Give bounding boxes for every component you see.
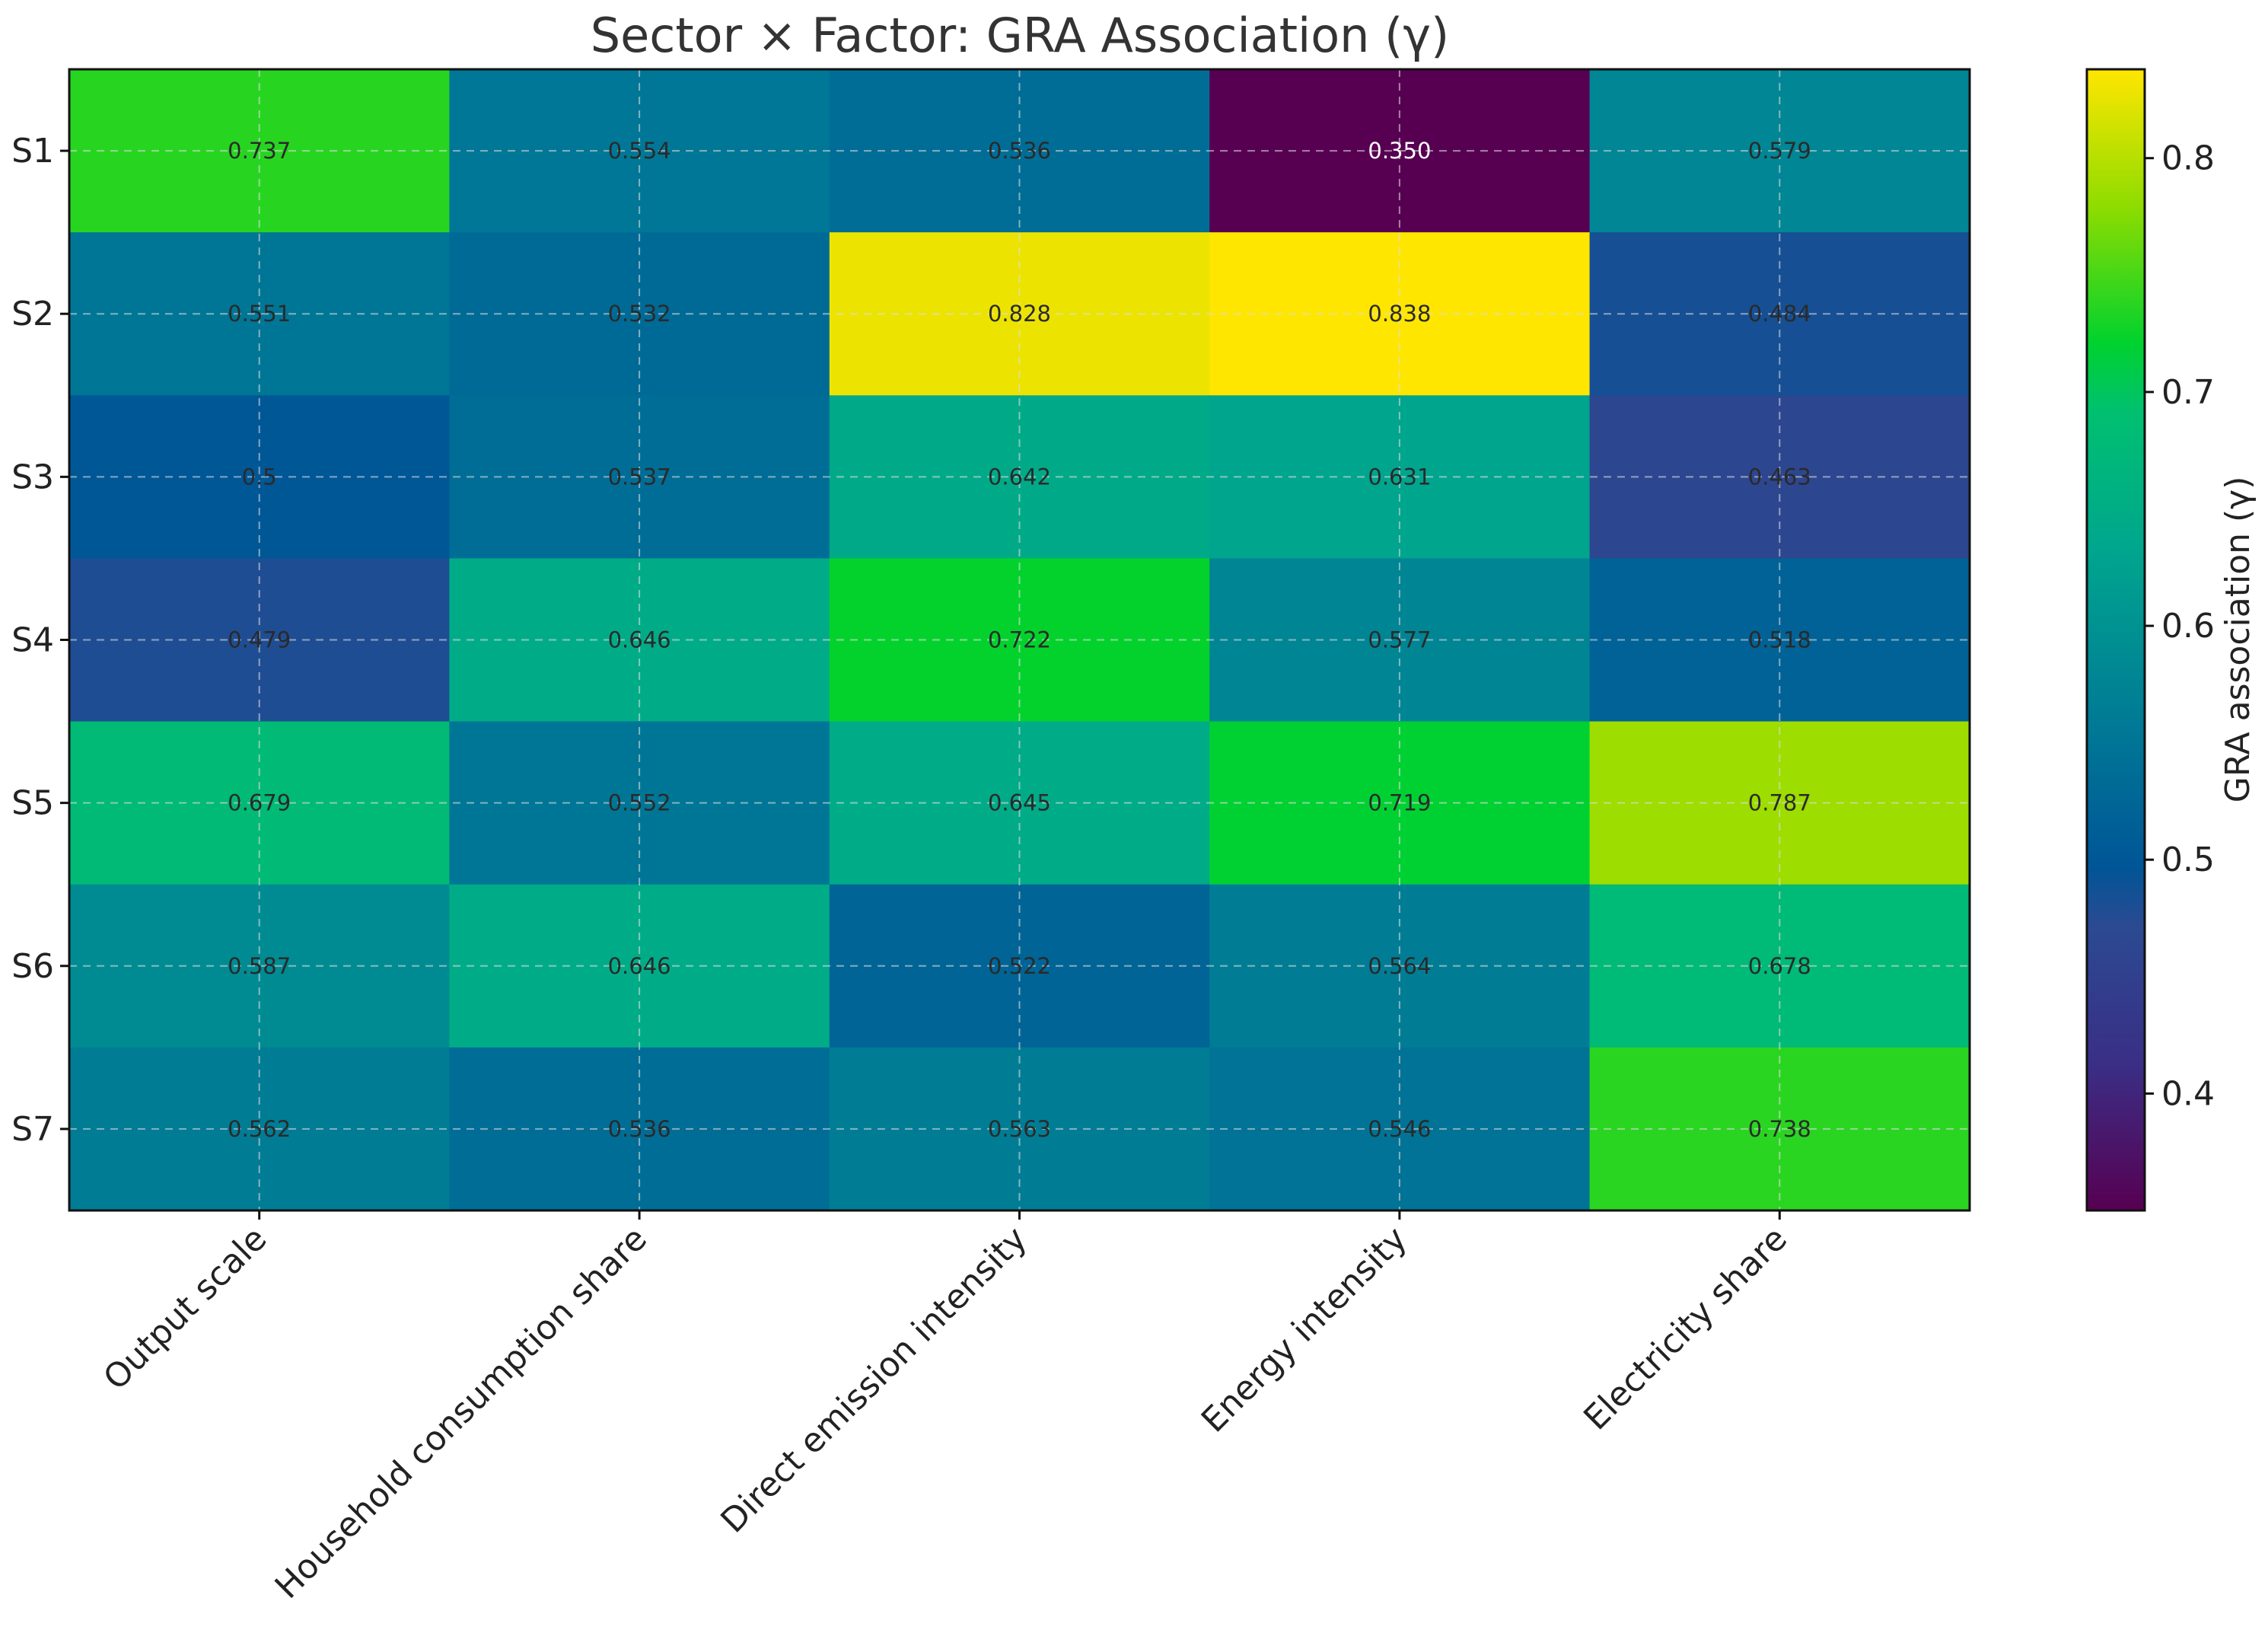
cell-value-label: 0.562 bbox=[228, 1116, 291, 1142]
cell-value-label: 0.554 bbox=[608, 138, 671, 164]
colorbar-tick-label: 0.8 bbox=[2161, 139, 2215, 178]
cell-labels: 0.737 0.554 0.536 0.350 0.579 0.551 0.532 0.828… bbox=[228, 138, 1811, 1142]
cell-value-label: 0.546 bbox=[1368, 1116, 1431, 1142]
y-tick-label: S2 bbox=[11, 295, 54, 333]
colorbar bbox=[2085, 68, 2146, 1212]
cell-value-label: 0.646 bbox=[608, 953, 671, 979]
y-tick-label: S7 bbox=[11, 1110, 54, 1149]
x-tick-label: Output scale bbox=[96, 1220, 274, 1398]
colorbar-tick-label: 0.7 bbox=[2161, 373, 2215, 412]
cell-value-label: 0.484 bbox=[1748, 301, 1811, 327]
cell-value-label: 0.564 bbox=[1368, 953, 1431, 979]
x-tick-label: Direct emission intensity bbox=[713, 1220, 1034, 1541]
x-tick-label: Household consumption share bbox=[268, 1220, 655, 1606]
y-tick-label: S5 bbox=[11, 784, 54, 823]
cell-value-label: 0.552 bbox=[608, 790, 671, 816]
colorbar-tick-label: 0.6 bbox=[2161, 607, 2215, 646]
y-tick-label: S3 bbox=[11, 458, 54, 496]
colorbar-label: GRA association (γ) bbox=[2219, 477, 2257, 803]
x-tick-label: Electricity share bbox=[1576, 1220, 1795, 1438]
cell-value-label: 0.587 bbox=[228, 953, 291, 979]
colorbar-ticks: 0.4 0.5 0.6 0.7 0.8 bbox=[2145, 139, 2215, 1113]
y-tick-label: S1 bbox=[11, 132, 54, 171]
cell-value-label: 0.646 bbox=[608, 627, 671, 653]
cell-value-label: 0.518 bbox=[1748, 627, 1811, 653]
cell-value-label: 0.532 bbox=[608, 301, 671, 327]
cell-value-label: 0.536 bbox=[608, 1116, 671, 1142]
cell-value-label: 0.679 bbox=[228, 790, 291, 816]
cell-value-label: 0.350 bbox=[1368, 138, 1431, 164]
cell-value-label: 0.787 bbox=[1748, 790, 1811, 816]
cell-value-label: 0.536 bbox=[988, 138, 1051, 164]
cell-value-label: 0.642 bbox=[988, 464, 1051, 490]
x-tick-label: Energy intensity bbox=[1194, 1220, 1415, 1440]
cell-value-label: 0.738 bbox=[1748, 1116, 1811, 1142]
y-tick-label: S6 bbox=[11, 947, 54, 986]
cell-value-label: 0.537 bbox=[608, 464, 671, 490]
chart-title: Sector × Factor: GRA Association (γ) bbox=[591, 8, 1450, 63]
cell-value-label: 0.5 bbox=[242, 464, 277, 490]
cell-value-label: 0.722 bbox=[988, 627, 1051, 653]
cell-value-label: 0.737 bbox=[228, 138, 291, 164]
colorbar-tick-label: 0.5 bbox=[2161, 840, 2215, 879]
cell-value-label: 0.463 bbox=[1748, 464, 1811, 490]
colorbar-tick-label: 0.4 bbox=[2161, 1074, 2215, 1113]
cell-value-label: 0.838 bbox=[1368, 301, 1431, 327]
cell-value-label: 0.577 bbox=[1368, 627, 1431, 653]
gridlines bbox=[69, 69, 1970, 1210]
cell-value-label: 0.645 bbox=[988, 790, 1051, 816]
cell-value-label: 0.719 bbox=[1368, 790, 1431, 816]
cell-value-label: 0.579 bbox=[1748, 138, 1811, 164]
y-tick-label: S4 bbox=[11, 621, 54, 660]
cell-value-label: 0.551 bbox=[228, 301, 291, 327]
cell-value-label: 0.631 bbox=[1368, 464, 1431, 490]
y-axis-ticks: S1 S2 S3 S4 S5 S6 S7 bbox=[11, 132, 69, 1149]
cell-value-label: 0.828 bbox=[988, 301, 1051, 327]
cell-value-label: 0.522 bbox=[988, 953, 1051, 979]
cell-value-label: 0.563 bbox=[988, 1116, 1051, 1142]
cell-value-label: 0.479 bbox=[228, 627, 291, 653]
cell-value-label: 0.678 bbox=[1748, 953, 1811, 979]
